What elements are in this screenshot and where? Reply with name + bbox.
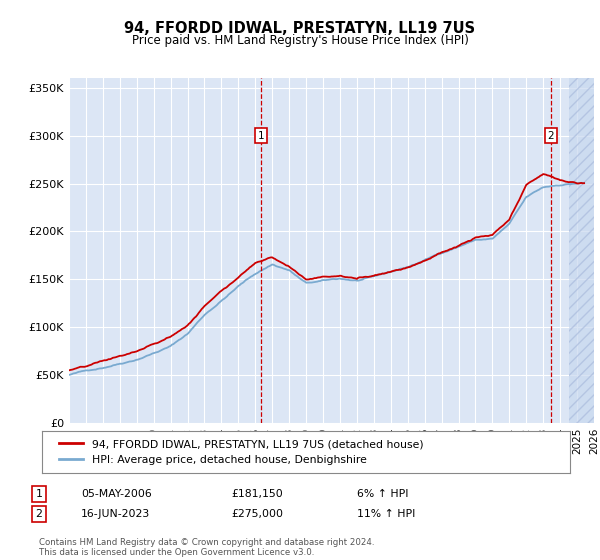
- Text: 16-JUN-2023: 16-JUN-2023: [81, 509, 150, 519]
- Text: 1: 1: [35, 489, 43, 499]
- Text: 2: 2: [35, 509, 43, 519]
- Text: 2: 2: [548, 131, 554, 141]
- Text: £181,150: £181,150: [231, 489, 283, 499]
- Text: 1: 1: [258, 131, 265, 141]
- Text: £275,000: £275,000: [231, 509, 283, 519]
- Legend: 94, FFORDD IDWAL, PRESTATYN, LL19 7US (detached house), HPI: Average price, deta: 94, FFORDD IDWAL, PRESTATYN, LL19 7US (d…: [53, 433, 430, 472]
- Text: Price paid vs. HM Land Registry's House Price Index (HPI): Price paid vs. HM Land Registry's House …: [131, 34, 469, 46]
- Bar: [569, 78, 594, 423]
- Text: Contains HM Land Registry data © Crown copyright and database right 2024.
This d: Contains HM Land Registry data © Crown c…: [39, 538, 374, 557]
- Text: 94, FFORDD IDWAL, PRESTATYN, LL19 7US: 94, FFORDD IDWAL, PRESTATYN, LL19 7US: [124, 21, 476, 36]
- Text: 6% ↑ HPI: 6% ↑ HPI: [357, 489, 409, 499]
- Text: 11% ↑ HPI: 11% ↑ HPI: [357, 509, 415, 519]
- Text: 05-MAY-2006: 05-MAY-2006: [81, 489, 152, 499]
